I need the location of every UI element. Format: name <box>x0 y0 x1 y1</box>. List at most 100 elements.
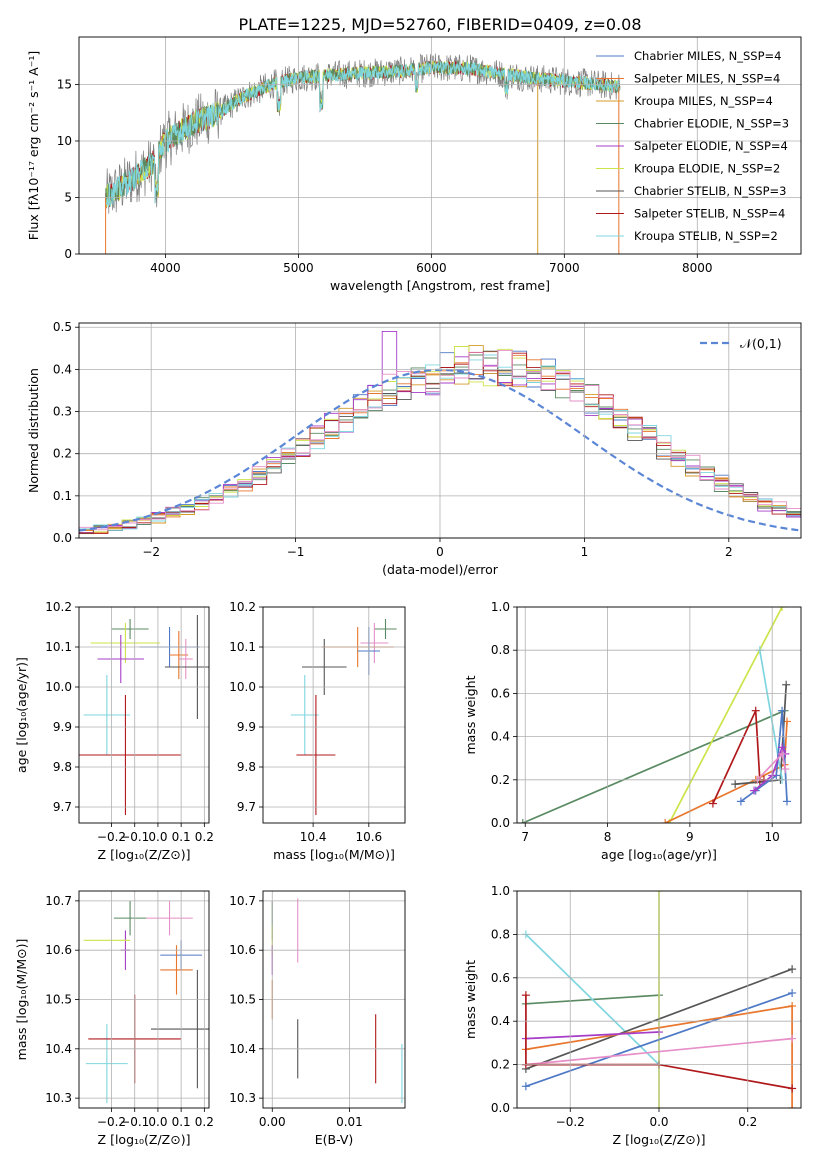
xtick-label: −0.2 <box>97 830 126 844</box>
panel-residuals: −2 −1 0 1 2 0.0 0.1 0.2 0.3 0.4 0.5 (data-model)/er… <box>26 320 802 577</box>
xtick-label: 2 <box>725 545 733 559</box>
ytick-label: 15 <box>57 77 72 91</box>
ytick-label: 0.6 <box>491 686 510 700</box>
xlabel: (data-model)/error <box>382 562 499 577</box>
legend-label: Chabrier STELIB, N_SSP=3 <box>634 184 786 198</box>
ytick-label: 0.8 <box>491 927 510 941</box>
legend-label: Kroupa ELODIE, N_SSP=2 <box>634 162 780 176</box>
ytick-label: 9.7 <box>53 800 72 814</box>
legend-label: Salpeter MILES, N_SSP=4 <box>634 72 780 86</box>
ytick-label: 10.5 <box>229 993 256 1007</box>
ytick-label: 0.8 <box>491 643 510 657</box>
xtick-label: 8 <box>604 830 612 844</box>
ytick-label: 0.2 <box>491 773 510 787</box>
xtick-label: 0.1 <box>172 830 191 844</box>
panel-mass_vs_EBV: 0.00 0.01 10.3 10.4 10.5 10.6 10.7 E(B-V) <box>229 890 406 1147</box>
panel-age_vs_mass: 10.4 10.6 9.7 9.8 9.9 10.0 10.1 10.2 mass [log₁₀… <box>229 600 406 862</box>
axes-frame <box>78 890 210 1109</box>
ytick-label: 0.0 <box>491 1101 510 1115</box>
ytick-label: 9.7 <box>237 800 256 814</box>
ytick-label: 0.4 <box>491 1014 510 1028</box>
xtick-label: −2 <box>142 545 160 559</box>
xtick-label: 10.6 <box>355 830 382 844</box>
xtick-label: −0.2 <box>97 1115 126 1129</box>
xtick-label: −0.1 <box>120 1115 149 1129</box>
xtick-label: −0.2 <box>556 1115 585 1129</box>
xlabel: mass [log₁₀(M/M⊙)] <box>273 847 395 862</box>
axes-frame <box>516 606 802 824</box>
ytick-label: 10.2 <box>45 600 72 614</box>
ytick-label: 0.2 <box>53 447 72 461</box>
xtick-label: 0.1 <box>172 1115 191 1129</box>
axes-frame <box>78 322 802 539</box>
series-line <box>664 721 788 823</box>
xtick-label: 0.2 <box>738 1115 757 1129</box>
ytick-label: 0.0 <box>53 531 72 545</box>
ytick-label: 10.3 <box>45 1091 72 1105</box>
xtick-label: 0.2 <box>195 830 214 844</box>
ytick-label: 10 <box>57 134 72 148</box>
ytick-label: 9.8 <box>53 760 72 774</box>
ytick-label: 10.4 <box>229 1042 256 1056</box>
residual-legend: 𝒩(0,1) <box>700 336 782 351</box>
legend-label: Chabrier ELODIE, N_SSP=3 <box>634 117 789 131</box>
xtick-label: 4000 <box>150 261 181 275</box>
ytick-label: 10.2 <box>229 600 256 614</box>
ytick-label: 10.3 <box>229 1091 256 1105</box>
xtick-label: 1 <box>581 545 589 559</box>
axes-frame <box>78 606 210 824</box>
axes-frame <box>262 606 406 824</box>
panel-massweight_vs_Z: −0.2 0.0 0.2 0.0 0.2 0.4 0.6 0.8 1.0 Z [log₁₀(Z/Z… <box>463 884 802 1147</box>
xtick-label: −0.1 <box>120 830 149 844</box>
spectrum-model-krou_stelib <box>105 61 621 208</box>
xlabel: E(B-V) <box>315 1132 354 1147</box>
series-line <box>525 1031 660 1040</box>
ytick-label: 10.5 <box>45 993 72 1007</box>
legend-label: 𝒩(0,1) <box>740 336 782 351</box>
ytick-label: 0 <box>64 247 72 261</box>
series-line <box>522 709 785 823</box>
figure-title: PLATE=1225, MJD=52760, FIBERID=0409, z=0… <box>238 15 641 34</box>
panel-spectrum: 4000 5000 6000 7000 8000 0 5 10 15 wavelength [An… <box>26 36 802 293</box>
ytick-label: 0.6 <box>491 971 510 985</box>
ytick-label: 5 <box>64 190 72 204</box>
ytick-label: 10.1 <box>45 640 72 654</box>
xtick-label: 10 <box>765 830 780 844</box>
xlabel: age [log₁₀(age/yr)] <box>601 847 717 862</box>
ytick-label: 9.8 <box>237 760 256 774</box>
xtick-label: 0.0 <box>148 1115 167 1129</box>
ylabel: mass weight <box>463 675 478 754</box>
ytick-label: 10.7 <box>45 894 72 908</box>
ylabel: mass weight <box>463 960 478 1039</box>
ylabel: mass [log₁₀(M/M⊙)] <box>14 939 29 1061</box>
xlabel: Z [log₁₀(Z/Z⊙)] <box>98 1132 191 1147</box>
xlabel: Z [log₁₀(Z/Z⊙)] <box>98 847 191 862</box>
axes-frame <box>516 890 802 1109</box>
xtick-label: 5000 <box>283 261 314 275</box>
ylabel: Flux [fλ10⁻¹⁷ erg cm⁻² s⁻¹ A⁻¹] <box>26 51 41 240</box>
ytick-label: 9.9 <box>237 720 256 734</box>
axes-frame <box>262 890 406 1109</box>
ytick-label: 9.9 <box>53 720 72 734</box>
ytick-label: 0.3 <box>53 405 72 419</box>
xtick-label: 0.0 <box>148 830 167 844</box>
series-line <box>668 607 783 823</box>
xtick-label: 0 <box>436 545 444 559</box>
ytick-label: 1.0 <box>491 600 510 614</box>
ytick-label: 0.5 <box>53 320 72 334</box>
ytick-label: 10.0 <box>229 680 256 694</box>
ytick-label: 0.4 <box>491 730 510 744</box>
axes-frame <box>78 36 802 255</box>
xtick-label: −1 <box>287 545 305 559</box>
ytick-label: 0.2 <box>491 1058 510 1072</box>
ytick-label: 0.0 <box>491 816 510 830</box>
xlabel: Z [log₁₀(Z/Z⊙)] <box>613 1132 706 1147</box>
xtick-label: 0.00 <box>259 1115 286 1129</box>
panel-massweight_vs_age: 7 8 9 10 0.0 0.2 0.4 0.6 0.8 1.0 age [log₁₀(age/yr… <box>463 600 802 862</box>
ylabel: Normed distribution <box>26 368 41 493</box>
xtick-label: 10.4 <box>300 830 327 844</box>
spectrum-legend: Chabrier MILES, N_SSP=4 Salpeter MILES, N… <box>596 49 789 243</box>
xtick-label: 7 <box>521 830 529 844</box>
xtick-label: 0.01 <box>336 1115 363 1129</box>
legend-label: Chabrier MILES, N_SSP=4 <box>634 49 781 63</box>
